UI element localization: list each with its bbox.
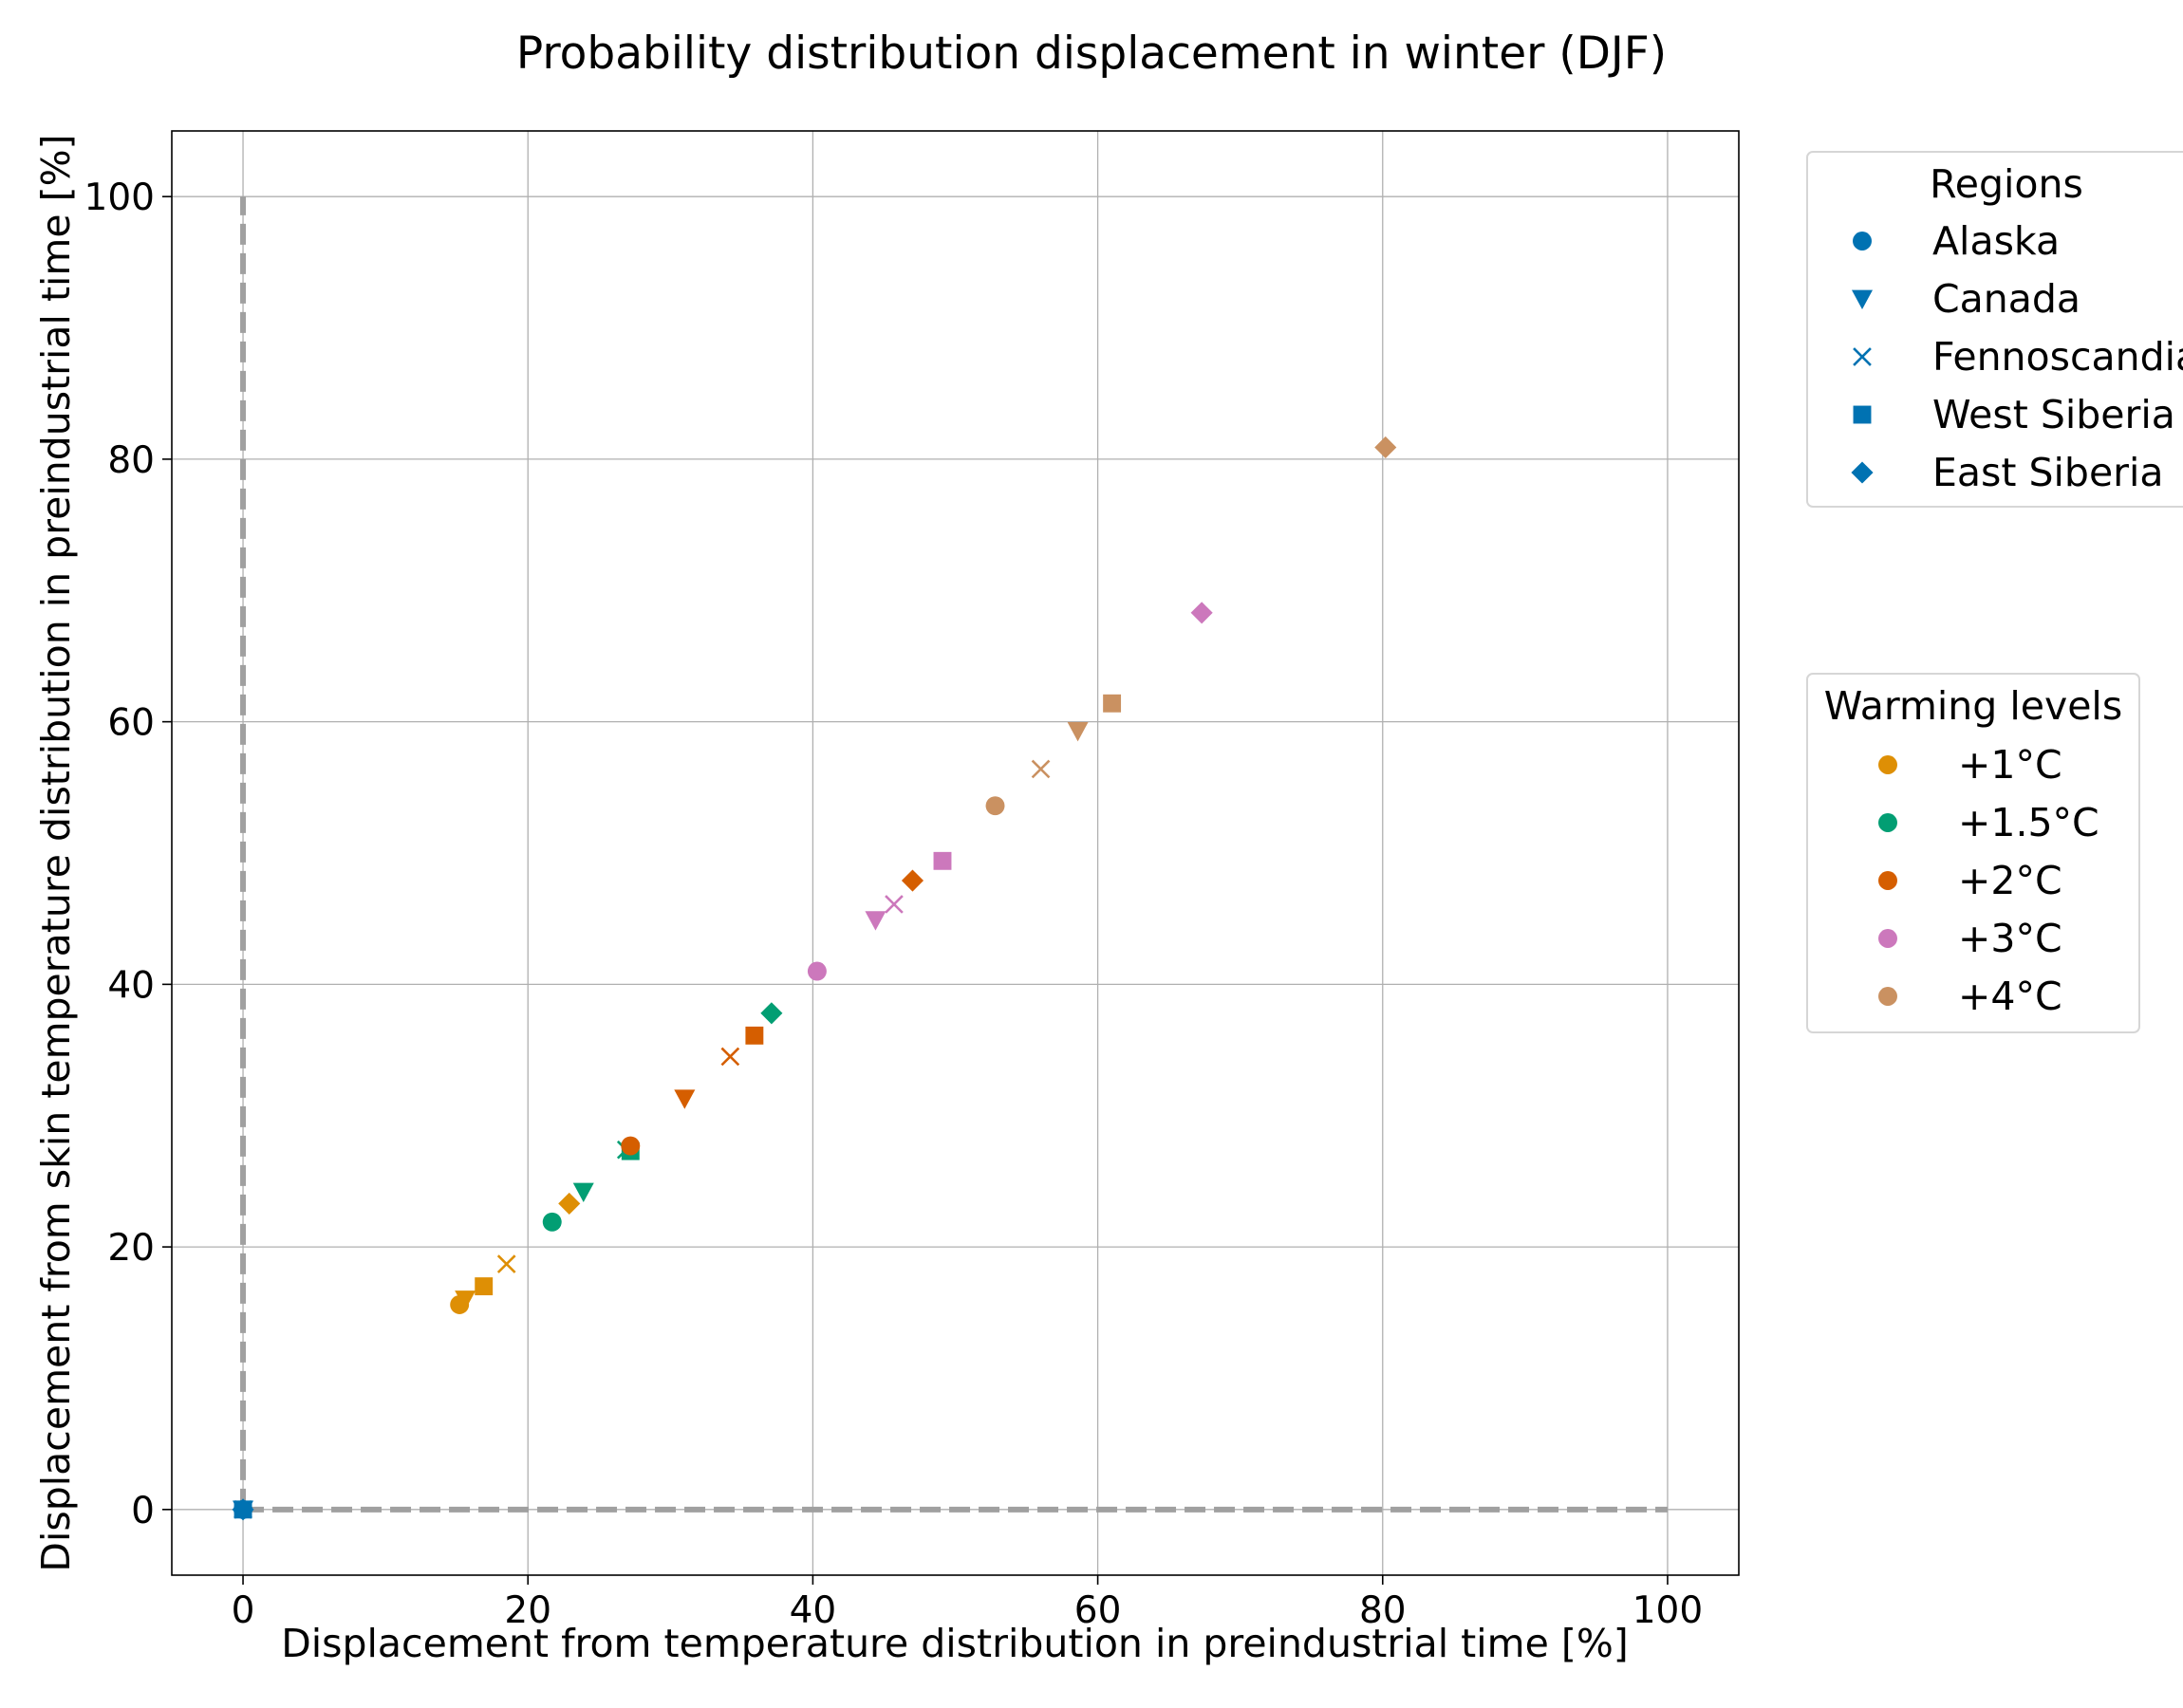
legend-marker-plus2c: [1878, 871, 1897, 890]
y-axis-ticks: 0 20 40 60 80 100: [84, 176, 172, 1532]
legend-marker-west-siberia: [1853, 405, 1872, 424]
legend-marker-fennoscandia: [1853, 347, 1872, 366]
legend-label-fennoscandia: Fennoscandia: [1932, 334, 2183, 380]
point-plus1-5c-alaska: [542, 1212, 562, 1232]
point-plus4c-east-siberia: [1374, 436, 1397, 459]
legend-marker-plus3c: [1878, 929, 1897, 948]
legend-label-plus3c: +3°C: [1958, 916, 2062, 961]
y-tick-label: 80: [107, 439, 155, 482]
point-plus4c-fennoscandia: [1031, 759, 1051, 779]
y-tick-label: 100: [84, 176, 155, 219]
y-axis-label: Displacement from skin temperature distr…: [33, 134, 79, 1571]
point-plus3c-west-siberia: [933, 851, 952, 870]
point-plus3c-alaska: [807, 961, 827, 981]
point-plus2c-west-siberia: [745, 1026, 764, 1045]
point-plus4c-alaska: [985, 796, 1005, 816]
legend-marker-alaska: [1853, 232, 1872, 251]
legend-marker-canada: [1851, 289, 1874, 310]
legend-regions-title: Regions: [1930, 161, 2083, 207]
legend-warming: Warming levels +1°C +1.5°C +2°C +3°C +4°C: [1806, 673, 2140, 1033]
x-axis-ticks: 0 20 40 60 80 100: [232, 1575, 1703, 1632]
legend-marker-plus4c: [1878, 987, 1897, 1006]
legend-marker-east-siberia: [1851, 461, 1874, 484]
point-plus4c-west-siberia: [1103, 694, 1122, 713]
y-tick-label: 0: [131, 1490, 155, 1532]
legend-label-plus2c: +2°C: [1958, 858, 2062, 903]
legend-label-plus1-5c: +1.5°C: [1958, 800, 2099, 845]
legend-label-west-siberia: West Siberia: [1932, 392, 2175, 437]
legend-regions: Regions Alaska Canada Fennoscandia West Sib…: [1806, 151, 2183, 508]
reference-lines: [240, 196, 1668, 1513]
data-points: [232, 436, 1397, 1521]
point-plus3c-east-siberia: [1190, 602, 1213, 624]
point-plus1-5c-canada: [572, 1182, 594, 1203]
point-plus4c-canada: [1067, 721, 1089, 742]
legend-label-canada: Canada: [1932, 276, 2080, 322]
legend-label-alaska: Alaska: [1932, 218, 2060, 264]
x-tick-label: 80: [1359, 1589, 1407, 1632]
legend-regions-frame: [1806, 151, 2183, 508]
legend-label-east-siberia: East Siberia: [1932, 450, 2164, 495]
point-plus2c-east-siberia: [901, 869, 924, 892]
chart-title: Probability distribution displacement in…: [516, 28, 1667, 80]
point-plus1c-canada: [455, 1290, 476, 1310]
y-tick-label: 40: [107, 964, 155, 1007]
x-tick-label: 100: [1633, 1589, 1703, 1632]
plot-frame: [171, 130, 1740, 1576]
y-tick-label: 60: [107, 702, 155, 745]
legend-label-plus4c: +4°C: [1958, 974, 2062, 1019]
x-tick-label: 20: [504, 1589, 551, 1632]
point-plus1c-west-siberia: [475, 1277, 494, 1296]
grid: [172, 131, 1739, 1575]
point-plus2c-canada: [674, 1089, 696, 1109]
legend-warming-title: Warming levels: [1824, 683, 2122, 729]
legend-marker-plus1c: [1878, 755, 1897, 774]
x-axis-label: Displacement from temperature distributi…: [281, 1621, 1629, 1666]
point-plus1c-east-siberia: [558, 1192, 581, 1215]
y-tick-label: 20: [107, 1227, 155, 1270]
x-tick-label: 40: [790, 1589, 837, 1632]
x-tick-label: 0: [232, 1589, 255, 1632]
point-plus2c-alaska: [621, 1136, 641, 1156]
x-tick-label: 60: [1074, 1589, 1122, 1632]
point-plus1-5c-east-siberia: [760, 1002, 783, 1025]
point-plus2c-fennoscandia: [720, 1047, 740, 1067]
point-plus3c-canada: [865, 911, 886, 931]
point-baseline-east-siberia: [232, 1498, 254, 1521]
legend-marker-plus1-5c: [1878, 813, 1897, 832]
point-plus3c-fennoscandia: [885, 895, 904, 914]
legend-label-plus1c: +1°C: [1958, 742, 2062, 788]
point-plus1c-fennoscandia: [496, 1254, 516, 1273]
